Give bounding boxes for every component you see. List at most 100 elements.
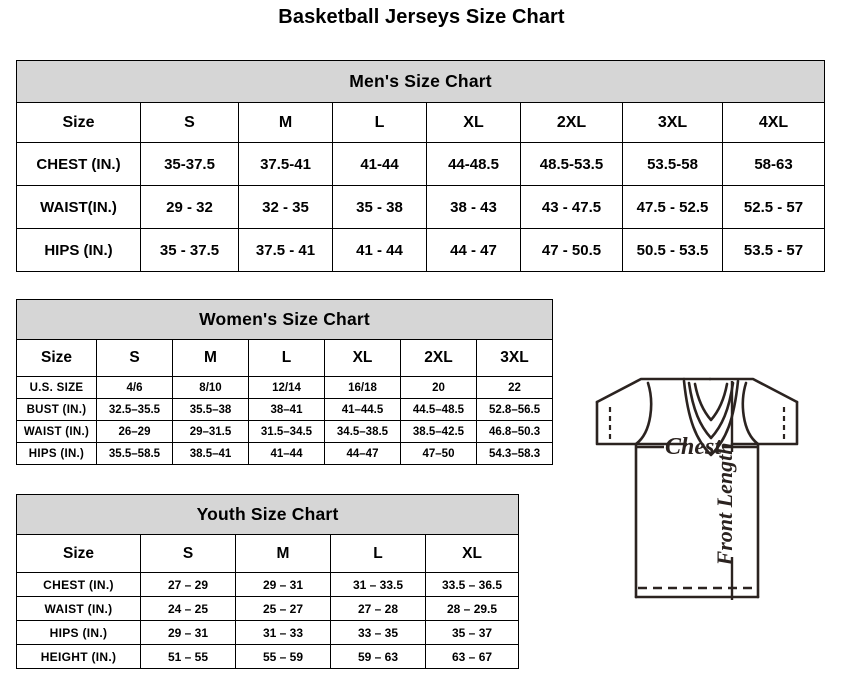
- jersey-measurement-diagram: Chest Front Length: [556, 352, 838, 652]
- womens-waist-2xl: 38.5–42.5: [400, 420, 477, 443]
- mens-col-header-xl: XL: [426, 102, 521, 143]
- mens-col-header-size: Size: [16, 102, 141, 143]
- mens-row-label-chest: CHEST (IN.): [16, 142, 141, 186]
- youth-height-m: 55 – 59: [235, 644, 331, 669]
- youth-waist-s: 24 – 25: [140, 596, 236, 621]
- womens-col-header-xl: XL: [324, 339, 401, 377]
- womens-ussize-2xl: 20: [400, 376, 477, 399]
- mens-waist-l: 35 - 38: [332, 185, 427, 229]
- youth-hips-l: 33 – 35: [330, 620, 426, 645]
- mens-col-header-m: M: [238, 102, 333, 143]
- womens-col-header-m: M: [172, 339, 249, 377]
- youth-chart-band-title: Youth Size Chart: [15, 494, 520, 535]
- mens-waist-xl: 38 - 43: [426, 185, 521, 229]
- womens-hips-s: 35.5–58.5: [96, 442, 173, 465]
- mens-col-header-3xl: 3XL: [622, 102, 723, 143]
- youth-waist-m: 25 – 27: [235, 596, 331, 621]
- womens-row-label-us-size: U.S. SIZE: [16, 376, 97, 399]
- right-armhole-curve: [741, 381, 760, 446]
- womens-bust-l: 38–41: [248, 398, 325, 421]
- mens-chest-l: 41-44: [332, 142, 427, 186]
- mens-row-label-hips: HIPS (IN.): [16, 228, 141, 272]
- womens-col-header-l: L: [248, 339, 325, 377]
- womens-waist-l: 31.5–34.5: [248, 420, 325, 443]
- right-shoulder-line: [708, 377, 799, 404]
- womens-waist-3xl: 46.8–50.3: [475, 420, 554, 443]
- mens-col-header-l: L: [332, 102, 427, 143]
- table-row: HEIGHT (IN.) 51 – 55 55 – 59 59 – 63 63 …: [16, 644, 520, 669]
- mens-row-label-waist: WAIST(IN.): [16, 185, 141, 229]
- womens-ussize-m: 8/10: [172, 376, 249, 399]
- vneck-inner-2: [693, 382, 729, 422]
- youth-chest-m: 29 – 31: [235, 572, 331, 597]
- mens-waist-m: 32 - 35: [238, 185, 333, 229]
- womens-waist-xl: 34.5–38.5: [324, 420, 401, 443]
- womens-hips-xl: 44–47: [324, 442, 401, 465]
- womens-ussize-l: 12/14: [248, 376, 325, 399]
- youth-row-label-height: HEIGHT (IN.): [16, 644, 141, 669]
- womens-bust-2xl: 44.5–48.5: [400, 398, 477, 421]
- vneck-outer: [682, 379, 740, 457]
- table-row: HIPS (IN.) 35 - 37.5 37.5 - 41 41 - 44 4…: [16, 228, 826, 272]
- left-sleeve-hem: [595, 400, 638, 446]
- womens-chart-band-title: Women's Size Chart: [15, 299, 554, 340]
- youth-height-xl: 63 – 67: [424, 644, 520, 669]
- table-row: CHEST (IN.) 27 – 29 29 – 31 31 – 33.5 33…: [16, 572, 520, 597]
- mens-hips-l: 41 - 44: [332, 228, 427, 272]
- womens-band-row: Women's Size Chart: [15, 299, 554, 340]
- table-row: WAIST (IN.) 26–29 29–31.5 31.5–34.5 34.5…: [16, 420, 554, 443]
- table-row: BUST (IN.) 32.5–35.5 35.5–38 38–41 41–44…: [16, 398, 554, 421]
- table-row: HIPS (IN.) 35.5–58.5 38.5–41 41–44 44–47…: [16, 442, 554, 465]
- mens-chest-2xl: 48.5-53.5: [520, 142, 623, 186]
- mens-hips-xl: 44 - 47: [426, 228, 521, 272]
- womens-ussize-s: 4/6: [96, 376, 173, 399]
- youth-hips-s: 29 – 31: [140, 620, 236, 645]
- youth-chest-s: 27 – 29: [140, 572, 236, 597]
- youth-col-header-m: M: [235, 534, 331, 573]
- mens-col-header-4xl: 4XL: [721, 102, 826, 143]
- mens-hips-2xl: 47 - 50.5: [520, 228, 623, 272]
- mens-hips-3xl: 50.5 - 53.5: [622, 228, 723, 272]
- mens-col-header-2xl: 2XL: [520, 102, 623, 143]
- mens-chest-xl: 44-48.5: [426, 142, 521, 186]
- mens-chest-s: 35-37.5: [140, 142, 239, 186]
- youth-row-label-chest: CHEST (IN.): [16, 572, 141, 597]
- womens-bust-m: 35.5–38: [172, 398, 249, 421]
- youth-col-header-xl: XL: [424, 534, 520, 573]
- womens-row-label-waist: WAIST (IN.): [16, 420, 97, 443]
- table-row: CHEST (IN.) 35-37.5 37.5-41 41-44 44-48.…: [16, 142, 826, 186]
- youth-hips-m: 31 – 33: [235, 620, 331, 645]
- table-row: HIPS (IN.) 29 – 31 31 – 33 33 – 35 35 – …: [16, 620, 520, 645]
- mens-hips-s: 35 - 37.5: [140, 228, 239, 272]
- womens-bust-xl: 41–44.5: [324, 398, 401, 421]
- youth-height-l: 59 – 63: [330, 644, 426, 669]
- mens-chest-4xl: 58-63: [721, 142, 826, 186]
- mens-size-chart-table: Men's Size Chart Size S M L XL 2XL 3XL 4…: [15, 60, 826, 272]
- womens-bust-s: 32.5–35.5: [96, 398, 173, 421]
- mens-hips-4xl: 53.5 - 57: [721, 228, 826, 272]
- right-sleeve-hem: [756, 400, 799, 446]
- vneck-inner-1: [687, 381, 735, 440]
- womens-hips-l: 41–44: [248, 442, 325, 465]
- mens-header-row: Size S M L XL 2XL 3XL 4XL: [16, 102, 826, 143]
- womens-waist-m: 29–31.5: [172, 420, 249, 443]
- table-row: WAIST (IN.) 24 – 25 25 – 27 27 – 28 28 –…: [16, 596, 520, 621]
- womens-col-header-size: Size: [16, 339, 97, 377]
- table-row: WAIST(IN.) 29 - 32 32 - 35 35 - 38 38 - …: [16, 185, 826, 229]
- youth-chest-l: 31 – 33.5: [330, 572, 426, 597]
- youth-header-row: Size S M L XL: [16, 534, 520, 573]
- womens-waist-s: 26–29: [96, 420, 173, 443]
- mens-chest-3xl: 53.5-58: [622, 142, 723, 186]
- youth-row-label-waist: WAIST (IN.): [16, 596, 141, 621]
- womens-col-header-3xl: 3XL: [475, 339, 554, 377]
- mens-chart-band-title: Men's Size Chart: [15, 60, 826, 103]
- youth-waist-xl: 28 – 29.5: [424, 596, 520, 621]
- youth-chest-xl: 33.5 – 36.5: [424, 572, 520, 597]
- womens-bust-3xl: 52.8–56.5: [475, 398, 554, 421]
- youth-band-row: Youth Size Chart: [15, 494, 520, 535]
- chest-measurement-label: Chest: [665, 434, 722, 460]
- youth-size-chart-table: Youth Size Chart Size S M L XL CHEST (IN…: [15, 494, 520, 669]
- womens-col-header-s: S: [96, 339, 173, 377]
- mens-waist-3xl: 47.5 - 52.5: [622, 185, 723, 229]
- womens-hips-m: 38.5–41: [172, 442, 249, 465]
